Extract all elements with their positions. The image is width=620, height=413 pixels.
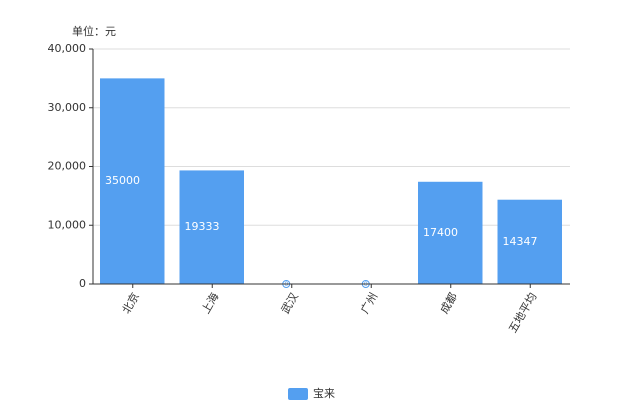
legend-swatch <box>288 388 308 400</box>
y-tick-label: 20,000 <box>48 160 87 173</box>
bar <box>100 78 165 284</box>
y-tick-label: 10,000 <box>48 218 87 231</box>
data-label: 35000 <box>105 174 140 187</box>
bar <box>497 199 562 284</box>
y-tick-label: 40,000 <box>48 42 87 55</box>
bar <box>418 181 483 284</box>
x-tick-label: 上海 <box>198 290 221 316</box>
unit-label: 单位：元 <box>72 24 116 38</box>
x-tick-label: 武汉 <box>279 291 301 317</box>
x-tick-label: 广州 <box>358 291 380 317</box>
data-label: 14347 <box>503 235 538 248</box>
bar <box>179 170 244 284</box>
x-tick-label: 北京 <box>119 290 142 316</box>
data-label: 19333 <box>185 220 220 233</box>
y-tick-label: 30,000 <box>48 101 87 114</box>
x-tick-label: 五地平均 <box>506 291 539 336</box>
y-tick-label: 0 <box>79 277 86 290</box>
legend-label: 宝来 <box>313 386 335 400</box>
x-tick-label: 成都 <box>438 291 460 317</box>
data-label: 17400 <box>423 226 458 239</box>
